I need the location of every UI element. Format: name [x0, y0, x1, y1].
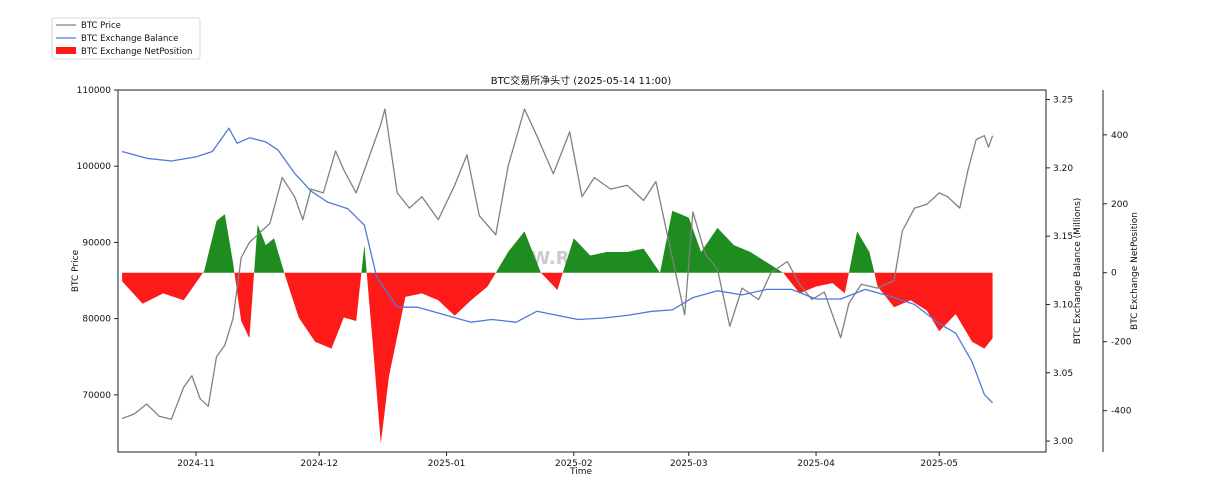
y-left-tick-label: 90000 [82, 238, 111, 248]
y-balance-tick-label: 3.20 [1053, 164, 1073, 174]
legend-swatch-netposition [56, 47, 76, 54]
x-axis-label: Time [569, 467, 592, 477]
y-balance-tick-label: 3.25 [1053, 96, 1073, 106]
y-left-tick-label: 100000 [77, 162, 112, 172]
netposition-positive-area [122, 210, 993, 273]
x-tick-label: 2025-04 [797, 459, 835, 469]
x-tick-label: 2025-01 [428, 459, 466, 469]
netposition-negative-area [122, 272, 993, 444]
y-left-tick-label: 80000 [82, 315, 111, 325]
y-netposition-tick-label: 200 [1111, 200, 1128, 210]
chart-title: BTC交易所净头寸 (2025-05-14 11:00) [491, 74, 672, 87]
legend: BTC Price BTC Exchange Balance BTC Excha… [51, 17, 201, 60]
y-left-tick-label: 110000 [77, 86, 112, 96]
y-axis-label-balance: BTC Exchange Balance (Millions) [1073, 198, 1083, 345]
price-line [121, 108, 994, 420]
line-layer [121, 108, 994, 420]
watermark: W.R [530, 248, 569, 269]
y-balance-tick-label: 3.00 [1053, 437, 1073, 447]
tick-layer: 2024-11 2024-12 2025-01 2025-02 2025-03 2025-… [77, 86, 1132, 469]
legend-label-netposition: BTC Exchange NetPosition [81, 47, 192, 57]
x-tick-label: 2024-12 [300, 459, 338, 469]
legend-label-balance: BTC Exchange Balance [81, 34, 178, 44]
y-balance-tick-label: 3.10 [1053, 300, 1073, 310]
y-netposition-tick-label: 400 [1111, 131, 1128, 141]
y-netposition-tick-label: -400 [1111, 407, 1132, 417]
x-tick-label: 2025-05 [920, 459, 958, 469]
netposition-area-layer [122, 210, 993, 444]
balance-line [121, 127, 994, 404]
y-balance-tick-label: 3.15 [1053, 232, 1073, 242]
plot-area [117, 89, 1047, 453]
x-tick-label: 2025-03 [670, 459, 708, 469]
legend-label-price: BTC Price [81, 21, 121, 31]
y-axis-label-price: BTC Price [71, 249, 81, 292]
y-left-tick-label: 70000 [82, 391, 111, 401]
y-netposition-tick-label: -200 [1111, 338, 1132, 348]
y-netposition-tick-label: 0 [1111, 269, 1117, 279]
legend-box [51, 17, 201, 60]
x-tick-label: 2025-02 [555, 459, 593, 469]
y-axis-label-netposition: BTC Exchange NetPosition [1130, 212, 1140, 330]
x-tick-label: 2024-11 [177, 459, 215, 469]
y-balance-tick-label: 3.05 [1053, 369, 1073, 379]
